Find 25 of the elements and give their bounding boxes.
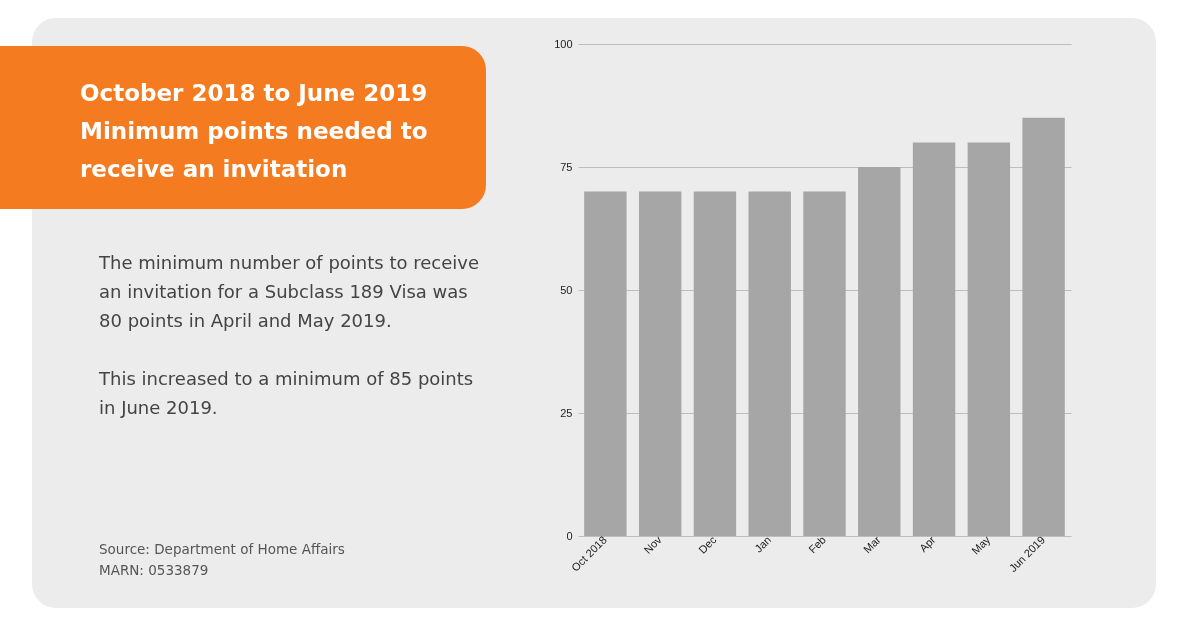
bar	[584, 191, 627, 536]
y-tick-label: 0	[566, 529, 573, 542]
text: October 2018 to June 2019 Minimum points needed to receive an invitation	[0, 46, 486, 209]
bar	[912, 142, 956, 536]
x-tick-label: Jan	[752, 533, 774, 555]
source-note: Source: Department of Home Affairs	[99, 540, 345, 559]
y-tick-label: 75	[560, 160, 573, 173]
bar	[858, 167, 901, 536]
bar	[748, 191, 791, 536]
x-tick-label: Apr	[917, 533, 938, 555]
x-tick-label: Feb	[806, 533, 829, 556]
bar	[803, 191, 846, 536]
y-tick-label: 50	[560, 283, 573, 296]
bar	[967, 142, 1011, 536]
bar	[693, 191, 737, 536]
bar	[1022, 117, 1065, 536]
x-tick-label: Mar	[860, 533, 884, 556]
text: MARN: 0533879	[99, 561, 210, 580]
bar	[638, 191, 682, 536]
text: This increased to a minimum of 85 points in June 2019.	[99, 367, 475, 420]
y-tick-label: 100	[554, 37, 573, 50]
x-tick-label: Dec	[696, 533, 719, 556]
y-tick-label: 25	[560, 406, 573, 419]
text: The minimum number of points to receive an invitation for a Subclass 189 Visa was 80 points in April and May 2019.	[99, 251, 480, 333]
x-tick-label: Nov	[641, 533, 665, 556]
